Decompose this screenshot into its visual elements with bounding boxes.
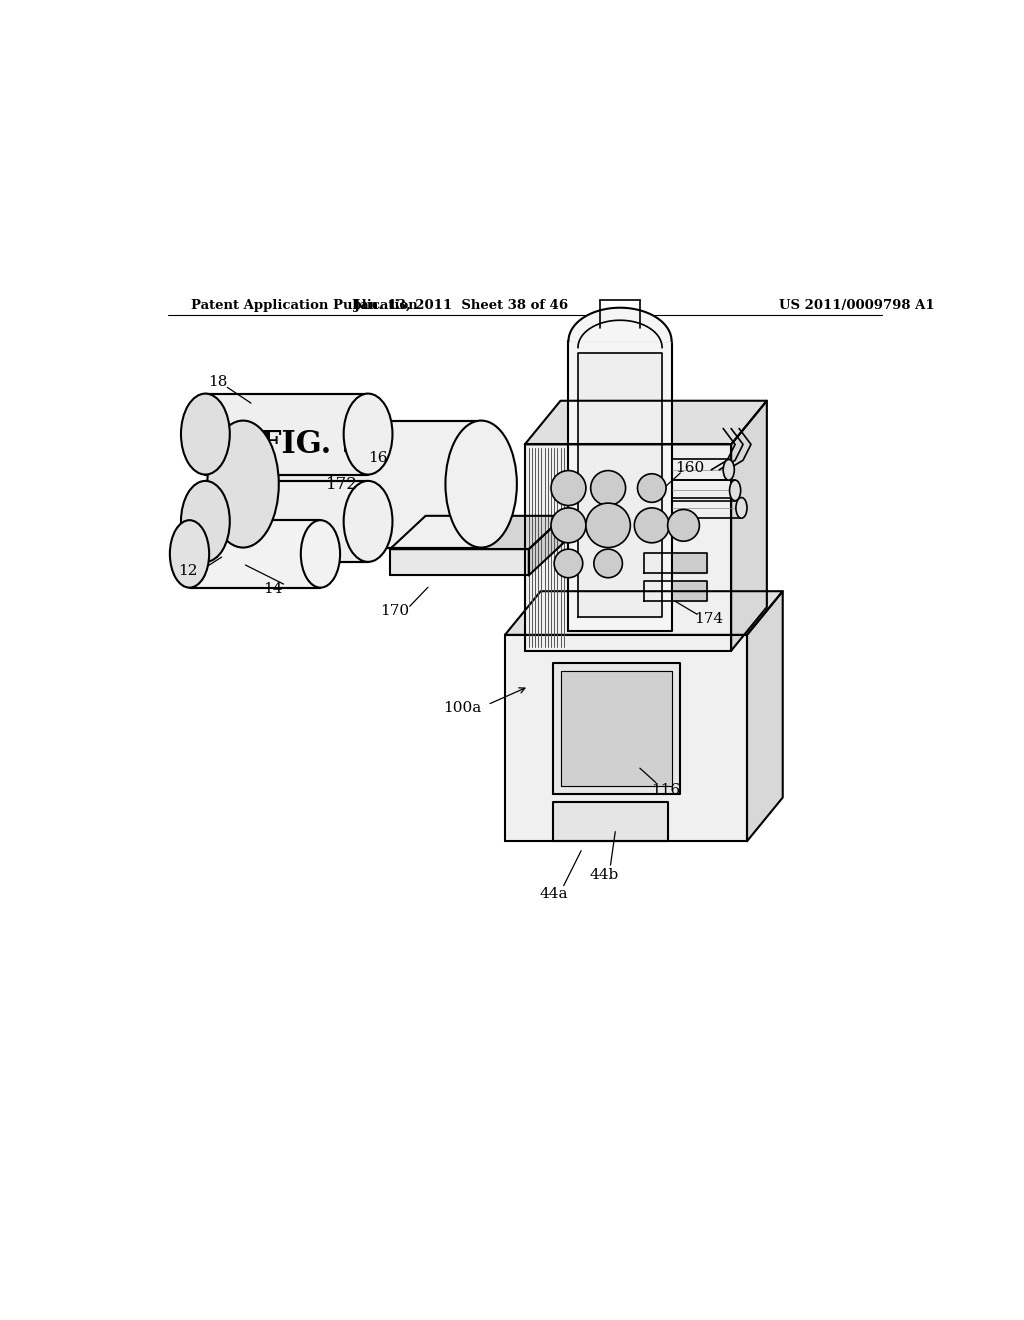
Polygon shape: [568, 342, 672, 631]
Circle shape: [551, 471, 586, 506]
Ellipse shape: [445, 421, 517, 548]
Circle shape: [591, 471, 626, 506]
Polygon shape: [748, 591, 782, 841]
Polygon shape: [578, 354, 663, 616]
Ellipse shape: [729, 480, 740, 500]
Ellipse shape: [736, 498, 748, 519]
Text: 14: 14: [263, 582, 283, 595]
Text: 160: 160: [675, 461, 705, 475]
Polygon shape: [524, 401, 767, 445]
Ellipse shape: [344, 480, 392, 562]
Text: 12: 12: [178, 565, 198, 578]
Circle shape: [551, 508, 586, 543]
Polygon shape: [560, 671, 672, 785]
Bar: [189, 520, 321, 587]
Text: Patent Application Publication: Patent Application Publication: [191, 300, 418, 312]
Ellipse shape: [170, 520, 209, 587]
Text: 100a: 100a: [443, 701, 481, 715]
Polygon shape: [505, 591, 782, 635]
Circle shape: [594, 549, 623, 578]
Circle shape: [638, 474, 666, 503]
Text: 44a: 44a: [540, 887, 568, 902]
Ellipse shape: [181, 480, 229, 562]
Polygon shape: [731, 401, 767, 651]
Text: 44b: 44b: [590, 867, 618, 882]
Ellipse shape: [301, 520, 340, 587]
Ellipse shape: [181, 393, 229, 475]
Text: Jan. 13, 2011  Sheet 38 of 46: Jan. 13, 2011 Sheet 38 of 46: [354, 300, 568, 312]
Polygon shape: [524, 445, 731, 651]
Text: 170: 170: [380, 605, 410, 618]
Text: FIG. 36: FIG. 36: [260, 429, 385, 459]
Circle shape: [586, 503, 631, 548]
Bar: [243, 421, 481, 548]
Circle shape: [634, 508, 670, 543]
Polygon shape: [505, 635, 748, 841]
Polygon shape: [390, 516, 564, 549]
Circle shape: [668, 510, 699, 541]
Text: 116: 116: [651, 783, 681, 796]
Ellipse shape: [344, 393, 392, 475]
Polygon shape: [553, 801, 668, 841]
Text: 172: 172: [327, 475, 358, 492]
Polygon shape: [644, 581, 708, 601]
Text: 16: 16: [369, 451, 388, 465]
Polygon shape: [644, 553, 708, 573]
Polygon shape: [390, 549, 528, 576]
Bar: [206, 393, 368, 475]
Polygon shape: [553, 663, 680, 793]
Text: 174: 174: [694, 612, 724, 626]
Polygon shape: [528, 516, 564, 576]
Circle shape: [554, 549, 583, 578]
Bar: [206, 480, 368, 562]
Text: 18: 18: [208, 375, 227, 389]
Text: US 2011/0009798 A1: US 2011/0009798 A1: [778, 300, 934, 312]
Ellipse shape: [723, 459, 734, 480]
Ellipse shape: [207, 421, 279, 548]
